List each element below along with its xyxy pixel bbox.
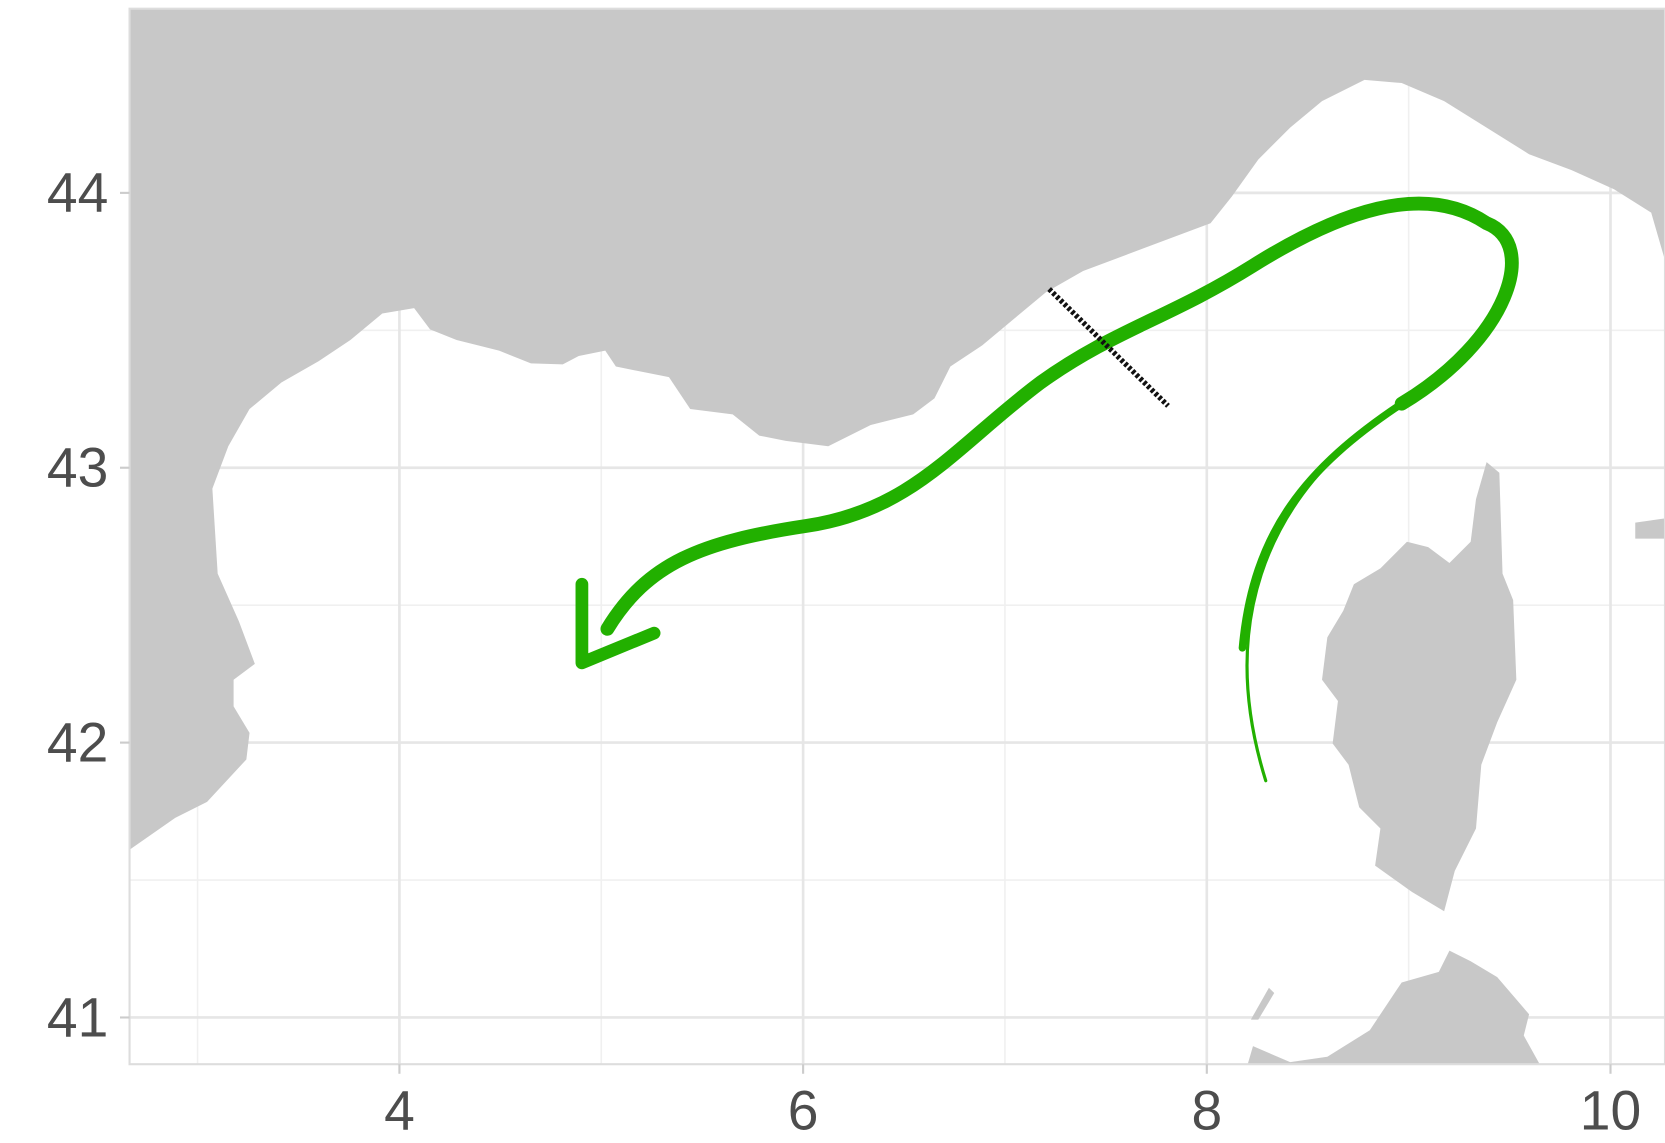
track-body: [600, 196, 1519, 636]
x-tick-label: 8: [1191, 1080, 1222, 1142]
y-tick-label: 43: [47, 437, 108, 499]
y-tick-label: 41: [47, 986, 108, 1048]
x-tick-label: 4: [384, 1080, 415, 1142]
transect: [1047, 287, 1170, 408]
arrow-head: [575, 577, 661, 670]
x-tick-label: 10: [1580, 1080, 1641, 1142]
corsica: [1322, 462, 1517, 912]
sardinia: [1247, 950, 1540, 1065]
islet: [1635, 518, 1665, 539]
france-coast: [129, 8, 1665, 850]
x-tick-label: 6: [788, 1080, 819, 1142]
y-tick-label: 44: [47, 162, 108, 224]
land: [129, 8, 1665, 1065]
current-track: [575, 196, 1519, 783]
islet: [1250, 987, 1275, 1020]
y-tick-label: 42: [47, 711, 108, 773]
